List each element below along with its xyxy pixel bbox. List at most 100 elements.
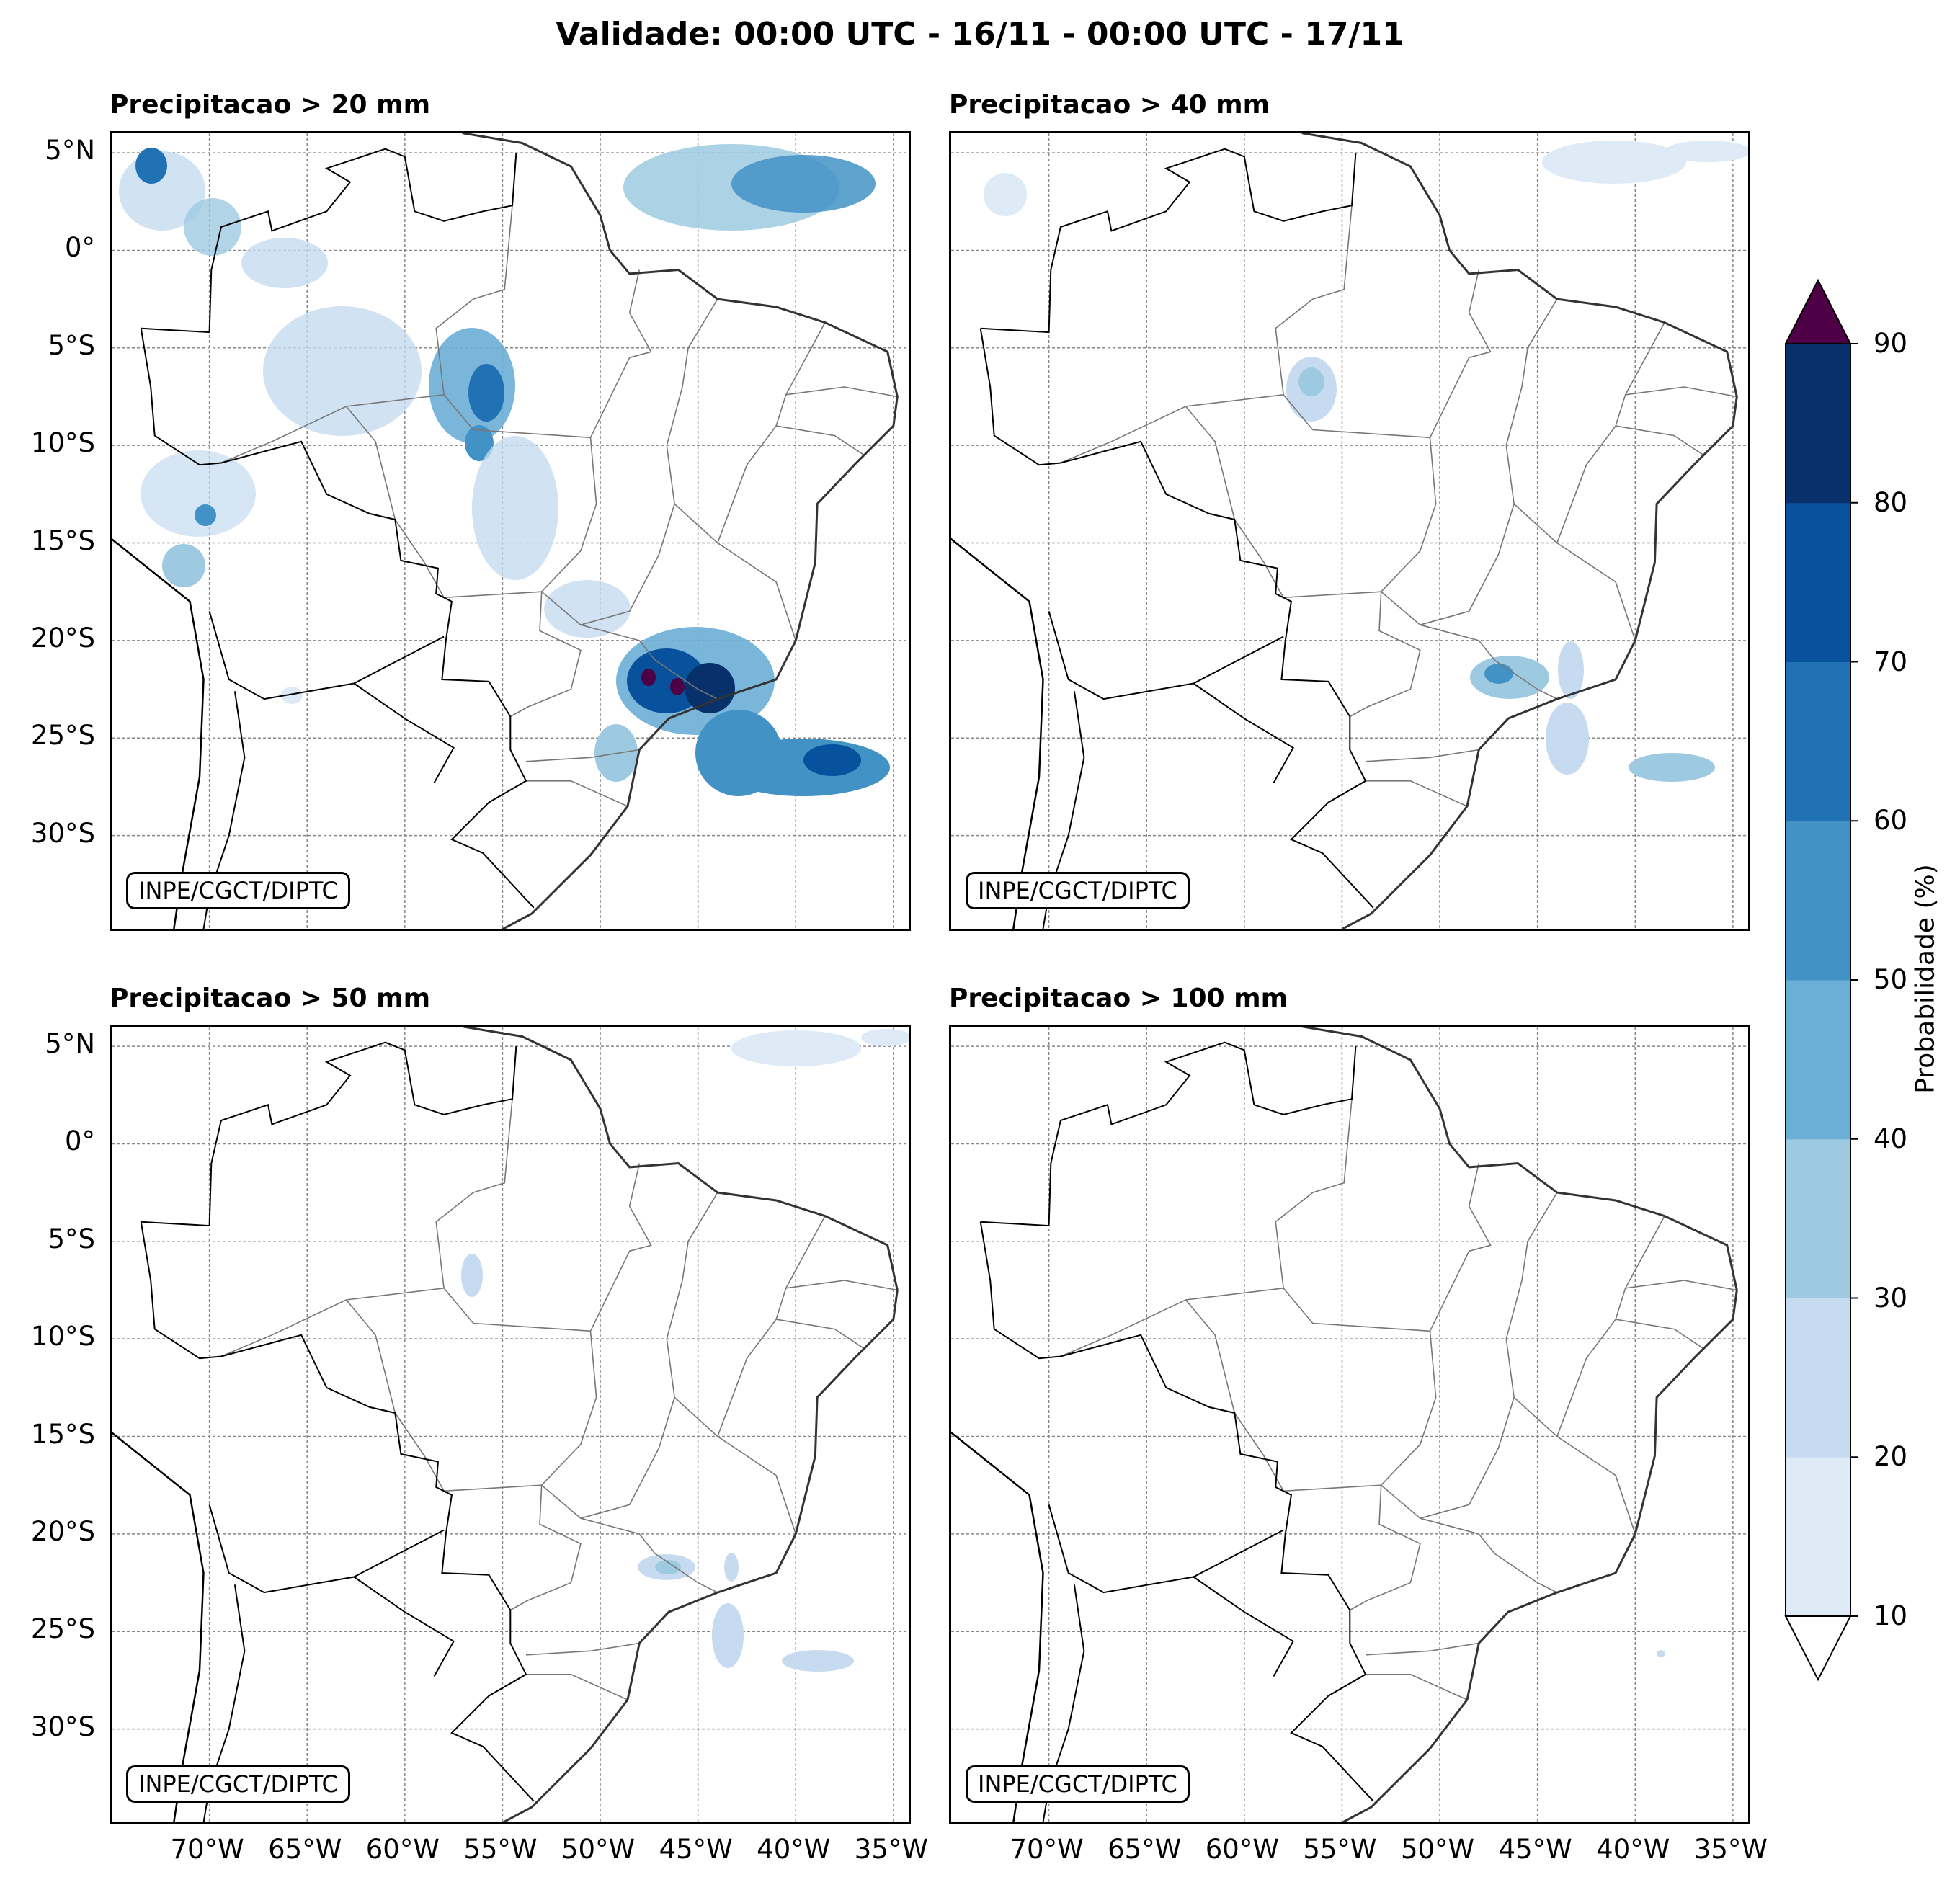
lon-tick-label: 65°W	[1108, 1834, 1182, 1865]
state-border	[589, 269, 652, 438]
country-border	[980, 148, 1357, 334]
precipitation-field	[1657, 1650, 1665, 1657]
lat-tick-label: 10°S	[30, 427, 95, 459]
lon-tick-label: 40°W	[757, 1834, 831, 1865]
state-border	[1365, 1642, 1479, 1656]
country-border	[979, 1221, 1374, 1802]
credit-box: INPE/CGCT/DIPTC	[126, 1765, 350, 1803]
state-border	[526, 1674, 628, 1700]
colorbar-segment	[1786, 661, 1850, 821]
map-panel-50mm: INPE/CGCT/DIPTC	[110, 1025, 911, 1824]
precipitation-field	[984, 141, 1748, 782]
state-border	[1513, 503, 1636, 641]
state-border	[1275, 205, 1353, 395]
state-border	[785, 386, 898, 398]
colorbar-tick-label: 70	[1874, 646, 1908, 677]
state-border	[1234, 1412, 1381, 1492]
lat-tick-label: 15°S	[30, 1418, 95, 1450]
lon-tick-label: 45°W	[1498, 1834, 1572, 1865]
lon-tick-label: 35°W	[854, 1834, 928, 1865]
state-border	[580, 1517, 718, 1593]
state-border	[717, 322, 826, 543]
colorbar-segment	[1786, 502, 1850, 662]
colorbar-tick-label: 30	[1874, 1282, 1908, 1314]
state-border	[1365, 749, 1479, 762]
panel-title-50mm: Precipitacao > 50 mm	[110, 984, 431, 1013]
country-border	[202, 691, 246, 929]
country-border	[141, 1041, 517, 1227]
country-border	[1193, 1576, 1294, 1677]
map-svg	[112, 1027, 909, 1822]
state-border	[1513, 1396, 1636, 1535]
coastline	[461, 133, 899, 929]
state-border	[666, 298, 718, 446]
state-border	[1380, 437, 1515, 626]
state-border	[1420, 1517, 1558, 1593]
lat-tick-label: 25°S	[30, 1613, 95, 1645]
state-border	[589, 1163, 652, 1332]
lon-tick-label: 55°W	[1303, 1834, 1377, 1865]
lat-tick-label: 5°N	[45, 135, 95, 166]
lat-tick-label: 0°	[64, 232, 95, 264]
map-svg	[112, 133, 909, 929]
map-panel-20mm: INPE/CGCT/DIPTC	[110, 131, 911, 931]
country-border	[141, 148, 517, 334]
country-border	[980, 1041, 1357, 1227]
lat-tick-label: 20°S	[30, 1515, 95, 1547]
lat-tick-label: 30°S	[30, 817, 95, 849]
country-border	[140, 1221, 535, 1802]
colorbar-segment	[1786, 980, 1850, 1140]
state-border	[1556, 322, 1665, 543]
state-border	[1505, 1192, 1558, 1339]
state-border	[1349, 592, 1421, 718]
credit-box: INPE/CGCT/DIPTC	[126, 872, 350, 909]
colorbar-under-arrow	[1784, 1615, 1852, 1682]
lon-tick-label: 50°W	[1400, 1834, 1475, 1865]
country-border	[1042, 691, 1085, 929]
country-border	[353, 682, 455, 783]
colorbar-segment	[1786, 1138, 1850, 1298]
state-border	[1420, 624, 1558, 700]
state-border	[717, 1216, 826, 1437]
pacific-coastline	[951, 1431, 1044, 1822]
colorbar-segment	[1786, 1457, 1850, 1617]
state-border	[540, 1331, 675, 1520]
state-border	[1505, 298, 1558, 446]
panel-title-20mm: Precipitacao > 20 mm	[110, 90, 431, 120]
country-border	[1048, 611, 1284, 700]
state-border	[1615, 425, 1704, 456]
lat-tick-label: 30°S	[30, 1711, 95, 1742]
state-border	[666, 1192, 718, 1339]
lat-tick-label: 5°S	[48, 1223, 95, 1254]
state-border	[435, 1099, 513, 1288]
main-title: Validade: 00:00 UTC - 16/11 - 00:00 UTC …	[556, 16, 1404, 53]
lat-tick-label: 5°S	[48, 329, 95, 361]
lon-tick-label: 60°W	[365, 1834, 440, 1865]
state-border	[674, 503, 797, 641]
state-border	[1234, 519, 1381, 599]
colorbar-segment	[1786, 821, 1850, 981]
lon-tick-label: 45°W	[659, 1834, 733, 1865]
colorbar-tick-label: 80	[1874, 486, 1908, 518]
map-panel-40mm: INPE/CGCT/DIPTC	[949, 131, 1750, 931]
state-border	[525, 1642, 640, 1656]
country-border	[1042, 1584, 1085, 1822]
state-border	[775, 425, 865, 456]
state-border	[1556, 1216, 1665, 1437]
lat-tick-label: 15°S	[30, 525, 95, 556]
state-border	[785, 1280, 898, 1291]
lon-tick-label: 65°W	[268, 1834, 342, 1865]
state-border	[1185, 1299, 1236, 1414]
map-svg	[951, 1027, 1748, 1822]
precipitation-field	[461, 1029, 909, 1672]
state-border	[525, 749, 640, 762]
state-border	[775, 1319, 865, 1350]
colorbar-tick-label: 10	[1874, 1600, 1908, 1631]
lon-tick-label: 60°W	[1205, 1834, 1279, 1865]
pacific-coastline	[112, 538, 205, 929]
lon-tick-label: 55°W	[463, 1834, 538, 1865]
colorbar	[1784, 278, 1858, 1682]
state-border	[509, 1485, 582, 1611]
coastline	[1301, 1027, 1738, 1822]
state-border	[1615, 1319, 1704, 1350]
